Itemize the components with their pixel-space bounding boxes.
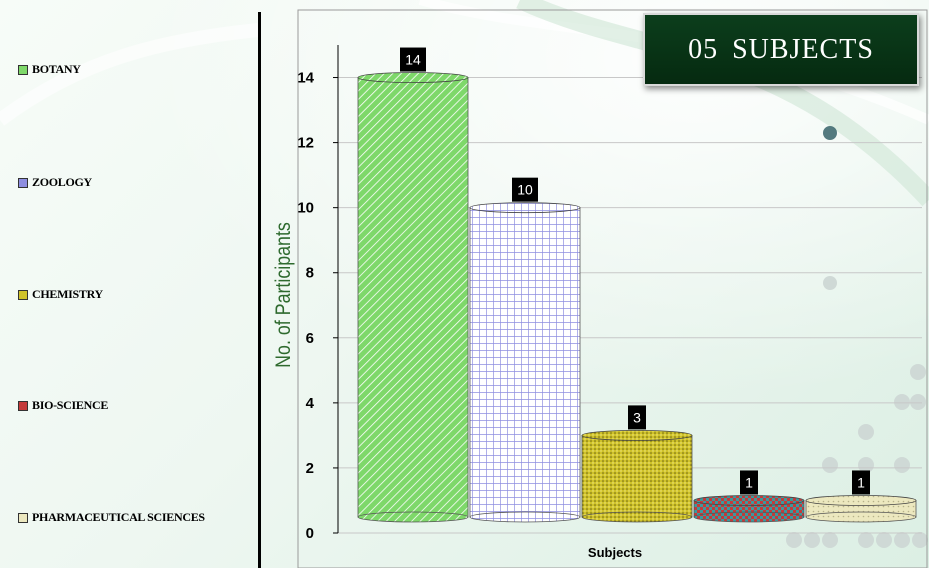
slide-title: 05 SUBJECTS (688, 33, 874, 65)
y-tick-label: 6 (306, 330, 314, 347)
y-tick-label: 12 (297, 135, 314, 152)
legend-label: PHARMACEUTICAL SCIENCES (32, 510, 205, 524)
legend-label: BIO-SCIENCE (32, 398, 109, 412)
data-labels: 14 10 3 1 1 (400, 47, 870, 495)
svg-text:1: 1 (857, 474, 865, 490)
bar-chemistry (581, 429, 693, 523)
slide-title-box: 05 SUBJECTS (643, 13, 919, 86)
chart-legend: BOTANY ZOOLOGY CHEMISTRY BIO-SCIENCE PHARMAC… (18, 0, 258, 568)
svg-text:1: 1 (745, 474, 753, 490)
svg-text:10: 10 (517, 182, 533, 198)
data-label: 14 (400, 47, 426, 72)
data-label: 3 (628, 405, 646, 430)
data-label: 1 (852, 470, 870, 495)
y-tick-label: 2 (306, 460, 314, 477)
bar-bio-science (693, 495, 805, 523)
bar-pharmaceutical-sciences (805, 495, 917, 523)
y-tick-label: 10 (297, 200, 314, 217)
legend-divider (258, 12, 261, 568)
data-label: 1 (740, 470, 758, 495)
y-tick-label: 8 (306, 265, 314, 282)
bar-botany (357, 72, 469, 523)
y-axis-title: No. of Participants (272, 222, 296, 368)
legend-item-pharmaceutical-sciences: PHARMACEUTICAL SCIENCES (18, 510, 205, 525)
y-tick-label: 0 (306, 525, 314, 542)
legend-item-botany: BOTANY (18, 62, 81, 77)
legend-label: BOTANY (32, 62, 81, 76)
bars (357, 72, 917, 523)
legend-swatch-icon (18, 289, 28, 300)
svg-text:14: 14 (405, 52, 421, 68)
legend-item-bio-science: BIO-SCIENCE (18, 398, 108, 413)
legend-swatch-icon (18, 177, 28, 188)
legend-label: ZOOLOGY (32, 175, 92, 189)
legend-swatch-icon (18, 400, 28, 411)
legend-swatch-icon (18, 512, 28, 523)
x-axis-title: Subjects (588, 545, 642, 560)
y-tick-label: 4 (306, 395, 315, 412)
legend-item-zoology: ZOOLOGY (18, 175, 92, 190)
data-label: 10 (512, 177, 538, 202)
svg-text:3: 3 (633, 409, 641, 425)
legend-swatch-icon (18, 64, 28, 75)
legend-item-chemistry: CHEMISTRY (18, 287, 103, 302)
y-tick-label: 14 (297, 70, 314, 87)
bar-zoology (469, 202, 581, 523)
y-axis: 0 2 4 6 8 10 12 14 (297, 45, 339, 542)
legend-label: CHEMISTRY (32, 287, 103, 301)
plot-area-frame (297, 9, 928, 568)
